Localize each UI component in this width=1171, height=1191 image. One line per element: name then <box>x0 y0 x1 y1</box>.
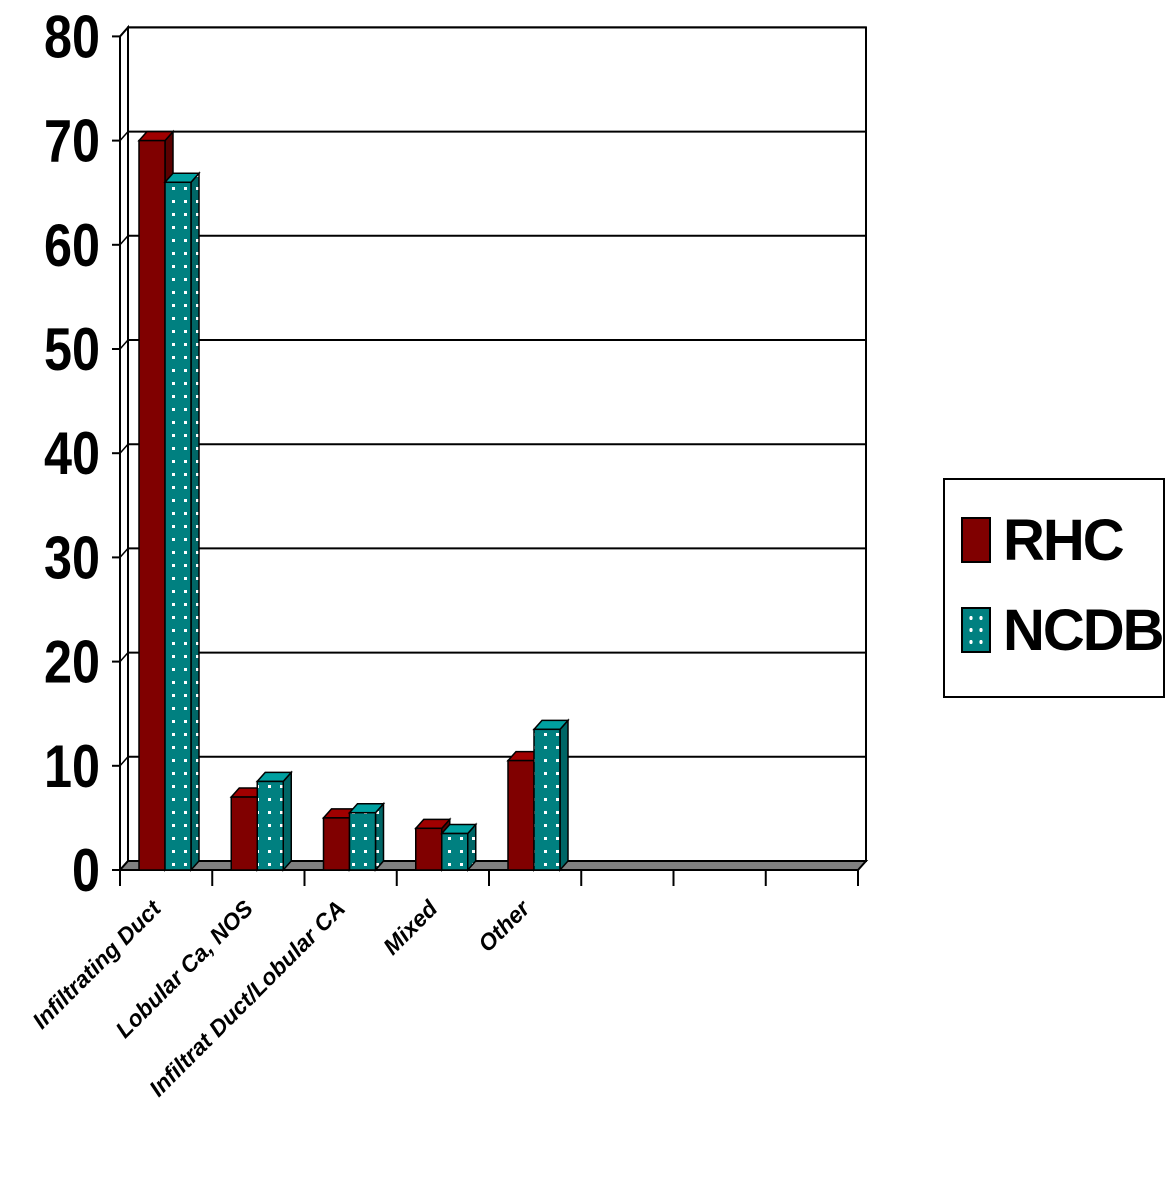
legend-label-ncdb: NCDB <box>1003 597 1163 664</box>
legend: RHC NCDB <box>943 478 1165 698</box>
y-tick-label: 0 <box>72 837 100 904</box>
plot-walls <box>120 27 866 870</box>
x-tick-label: Mixed <box>378 894 443 959</box>
bar-ncdb <box>165 173 199 870</box>
bar-ncdb <box>257 772 291 870</box>
bar-ncdb <box>534 720 568 870</box>
legend-item-rhc: RHC <box>961 510 1123 570</box>
legend-item-ncdb: NCDB <box>961 600 1163 660</box>
y-tick-label: 50 <box>44 316 100 383</box>
bar-ncdb <box>442 825 476 870</box>
y-tick-label: 70 <box>44 108 100 175</box>
y-tick-label: 60 <box>44 212 100 279</box>
y-tick-labels: 0 10 20 30 40 50 60 70 80 <box>44 3 100 904</box>
legend-swatch-rhc <box>961 517 991 563</box>
legend-label-rhc: RHC <box>1003 507 1123 574</box>
bar-ncdb <box>350 804 384 870</box>
legend-swatch-ncdb <box>961 607 991 653</box>
y-tick-label: 80 <box>44 3 100 70</box>
y-tick-label: 40 <box>44 420 100 487</box>
x-tick-label: Infiltrat Duct/Lobular CA <box>144 895 350 1101</box>
y-tick-label: 10 <box>44 733 100 800</box>
y-tick-label: 20 <box>44 629 100 696</box>
x-tick-label: Other <box>473 894 536 957</box>
y-tick-label: 30 <box>44 524 100 591</box>
